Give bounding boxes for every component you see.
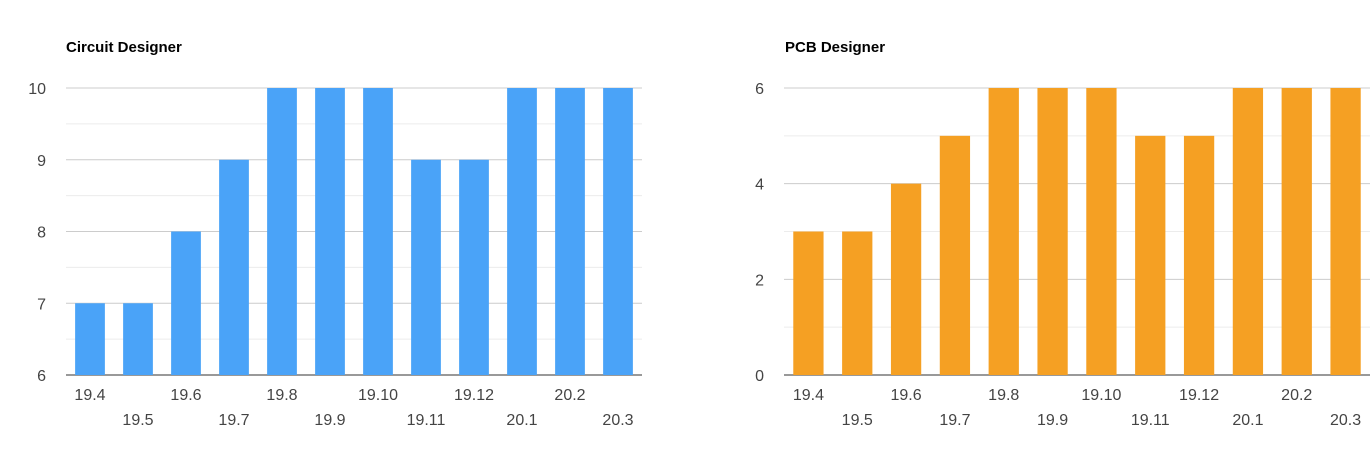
bar — [603, 88, 633, 375]
x-tick-label: 20.1 — [1232, 412, 1263, 429]
x-tick-label: 19.5 — [842, 412, 873, 429]
bar — [219, 159, 249, 375]
x-tick-label: 19.4 — [74, 387, 105, 404]
y-tick-label: 2 — [755, 272, 764, 289]
bar — [1281, 88, 1312, 375]
y-tick-label: 4 — [755, 177, 764, 194]
y-tick-label: 6 — [37, 368, 46, 385]
bar — [315, 88, 345, 375]
bar — [411, 159, 441, 375]
y-tick-label: 9 — [37, 153, 46, 170]
x-tick-label: 19.8 — [988, 387, 1019, 404]
x-tick-label: 20.2 — [1281, 387, 1312, 404]
x-tick-label: 20.3 — [1330, 412, 1361, 429]
x-tick-label: 19.12 — [454, 387, 494, 404]
circuit-designer-plot: 6 7 8 9 10 19.4 19.5 19.6 19.7 19.8 19.9 19.10 19.11… — [28, 81, 642, 429]
y-tick-label: 6 — [755, 81, 764, 98]
pcb-designer-chart: PCB Designer 0 2 4 6 19.4 19.5 19.6 19.7 19.8 19.… — [685, 0, 1370, 462]
bar — [363, 88, 393, 375]
bar — [1086, 88, 1117, 375]
x-tick-label: 19.9 — [314, 412, 345, 429]
bar — [988, 88, 1019, 375]
bar — [890, 183, 922, 375]
bar — [507, 88, 537, 375]
x-tick-label: 19.4 — [793, 387, 824, 404]
x-tick-label: 19.6 — [170, 387, 201, 404]
chart-title: PCB Designer — [785, 39, 886, 56]
x-tick-label: 19.10 — [358, 387, 398, 404]
y-tick-label: 8 — [37, 225, 46, 242]
x-tick-label: 20.1 — [506, 412, 537, 429]
x-tick-label: 19.10 — [1081, 387, 1121, 404]
bar — [459, 159, 489, 375]
x-tick-label: 19.11 — [1131, 412, 1170, 429]
y-tick-label: 0 — [755, 368, 764, 385]
x-tick-label: 19.7 — [218, 412, 249, 429]
bar — [1330, 88, 1361, 375]
bar — [1183, 135, 1215, 375]
bar — [555, 88, 585, 375]
bar — [75, 303, 105, 375]
x-tick-label: 19.8 — [266, 387, 297, 404]
x-tick-label: 19.6 — [891, 387, 922, 404]
bar — [267, 88, 297, 375]
bar — [939, 135, 971, 375]
x-tick-label: 19.11 — [407, 412, 446, 429]
x-tick-label: 19.9 — [1037, 412, 1068, 429]
bar — [793, 231, 824, 375]
x-tick-label: 20.3 — [602, 412, 633, 429]
y-tick-label: 7 — [37, 296, 46, 313]
pcb-designer-plot: 0 2 4 6 19.4 19.5 19.6 19.7 19.8 19.9 19.10 19.11 19… — [755, 81, 1370, 429]
bar — [123, 303, 153, 375]
x-tick-label: 19.7 — [939, 412, 970, 429]
chart-title: Circuit Designer — [66, 39, 182, 56]
bar — [1037, 88, 1068, 375]
circuit-designer-chart: Circuit Designer 6 7 8 9 10 19.4 19.5 19.6 19.7 1… — [28, 39, 642, 429]
bar — [1135, 135, 1166, 375]
bar — [842, 231, 873, 375]
y-tick-label: 10 — [28, 81, 46, 98]
x-tick-label: 19.12 — [1179, 387, 1219, 404]
bar — [171, 231, 201, 375]
bar — [1232, 88, 1264, 375]
x-tick-label: 19.5 — [122, 412, 153, 429]
x-tick-label: 20.2 — [554, 387, 585, 404]
